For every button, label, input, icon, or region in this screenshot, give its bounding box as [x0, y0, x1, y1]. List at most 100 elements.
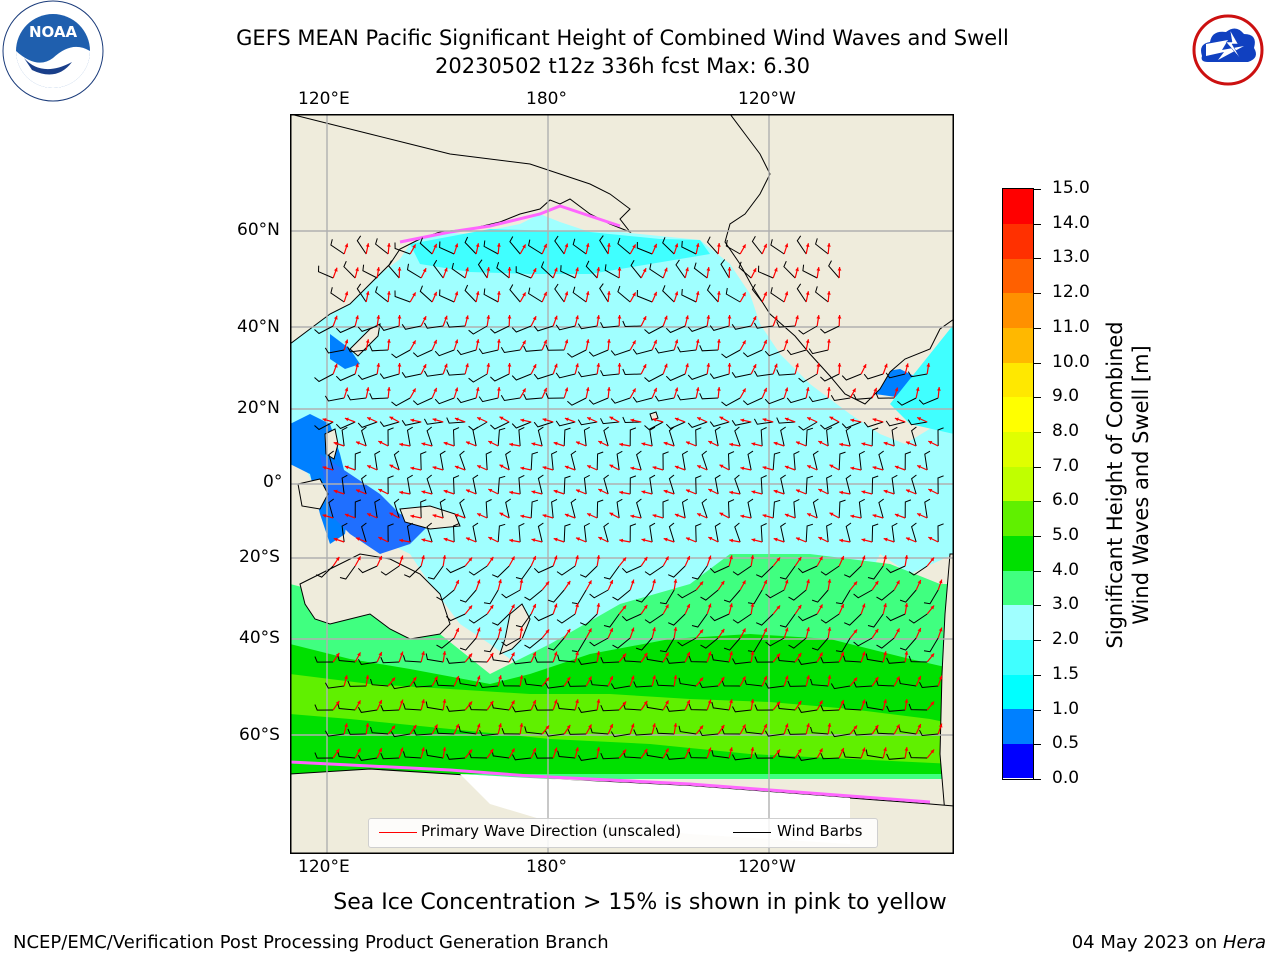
wind-barb: [797, 613, 818, 622]
colorbar-tick-mark: [1034, 397, 1041, 399]
colorbar-tick-label: 0.0: [1052, 768, 1080, 788]
wave-arrow-head: [762, 418, 767, 422]
wind-barb: [452, 523, 460, 543]
wave-arrow-head: [575, 267, 579, 272]
wave-arrow-head: [894, 513, 899, 518]
wave-arrow-head: [928, 441, 933, 445]
wind-barb: [380, 657, 400, 664]
wave-arrow-head: [468, 653, 473, 658]
colorbar-segment: [1003, 743, 1033, 779]
wind-barb: [701, 498, 708, 519]
wave-arrow-head: [840, 700, 844, 704]
wind-barb: [815, 286, 829, 303]
wave-arrow-head: [795, 267, 799, 272]
colorbar-segment: [1003, 431, 1033, 467]
wind-barb: [356, 283, 367, 303]
wind-barb: [875, 727, 895, 735]
wave-arrow-head: [695, 339, 700, 343]
wind-barb: [505, 498, 511, 519]
wave-arrow-head: [511, 748, 515, 753]
wave-arrow-head: [498, 579, 502, 584]
wave-arrow-head: [906, 537, 910, 541]
wind-barb: [835, 637, 851, 653]
wave-arrow-head: [498, 675, 502, 680]
wave-arrow-head: [917, 465, 922, 469]
wind-barb: [793, 498, 800, 519]
wind-barb: [370, 726, 389, 735]
wave-arrow-head: [674, 291, 679, 296]
wave-arrow-head: [532, 364, 537, 369]
wind-barb: [937, 427, 944, 447]
wave-arrow-head: [421, 699, 425, 704]
wave-arrow-head: [399, 490, 404, 495]
wave-arrow-head: [498, 627, 502, 632]
wind-barb: [518, 522, 525, 543]
wave-arrow-head: [554, 267, 558, 272]
wave-arrow-head: [519, 723, 524, 727]
wind-barb: [603, 613, 620, 628]
wind-barb: [886, 753, 906, 760]
wave-arrow-head: [499, 416, 504, 421]
wave-arrow-head: [543, 387, 547, 392]
wave-arrow-head: [587, 513, 592, 517]
wave-arrow-head: [938, 579, 943, 584]
wind-barb: [533, 613, 554, 622]
wave-arrow-head: [596, 747, 601, 751]
wind-barb: [665, 421, 686, 430]
wave-arrow-head: [643, 700, 648, 705]
wave-arrow-head: [727, 363, 732, 367]
wave-arrow-head: [466, 489, 470, 493]
wind-barb: [390, 731, 411, 738]
wave-arrow-head: [742, 244, 746, 249]
wave-arrow-head: [896, 724, 900, 729]
wave-arrow-head: [904, 699, 909, 703]
wind-barb: [924, 498, 931, 519]
wave-arrow-head: [522, 388, 526, 393]
wind-barb: [810, 678, 829, 687]
wave-arrow-head: [930, 749, 935, 754]
wave-arrow-head: [695, 243, 700, 247]
wind-barb: [425, 749, 444, 759]
wind-barb: [439, 450, 446, 471]
wave-arrow-head: [387, 387, 391, 391]
wind-barb: [885, 372, 906, 379]
wave-arrow-head: [884, 363, 888, 368]
wind-barb: [820, 565, 840, 576]
wind-barb: [666, 657, 686, 664]
wave-arrow-head: [522, 292, 526, 297]
wave-arrow-head: [553, 441, 558, 446]
wave-height-map: [290, 114, 954, 854]
wave-arrow-head: [686, 537, 690, 541]
colorbar-tick-label: 14.0: [1052, 212, 1090, 233]
wave-arrow-head: [664, 267, 668, 272]
wind-barb: [691, 565, 708, 580]
wind-barb: [695, 523, 702, 543]
wave-arrow-head: [807, 513, 812, 517]
wave-arrow-head: [784, 675, 789, 680]
wind-barb: [485, 499, 492, 519]
land-australia: [299, 553, 451, 640]
wave-arrow-head: [596, 363, 601, 367]
wind-barb: [324, 730, 345, 737]
wave-arrow-head: [904, 603, 909, 607]
wind-barb: [844, 565, 862, 578]
wave-arrow-head: [773, 537, 778, 542]
wave-arrow-head: [443, 489, 448, 494]
wind-barb: [483, 240, 499, 255]
wind-barb: [406, 426, 413, 447]
wave-arrow-head: [708, 489, 713, 493]
wave-arrow-head: [488, 489, 493, 493]
wave-arrow-head: [585, 339, 590, 343]
wave-arrow-head: [652, 723, 656, 728]
wave-arrow-head: [389, 416, 394, 421]
wind-barb: [401, 324, 422, 330]
wind-barb: [644, 325, 664, 335]
wave-arrow-head: [839, 442, 844, 447]
wind-barb: [357, 754, 378, 761]
wave-arrow-head: [412, 724, 417, 729]
wind-barb: [439, 498, 446, 519]
wind-barb: [629, 427, 637, 447]
wind-barb: [347, 728, 367, 735]
wind-barb: [786, 349, 807, 356]
wave-arrow-head: [475, 291, 480, 295]
